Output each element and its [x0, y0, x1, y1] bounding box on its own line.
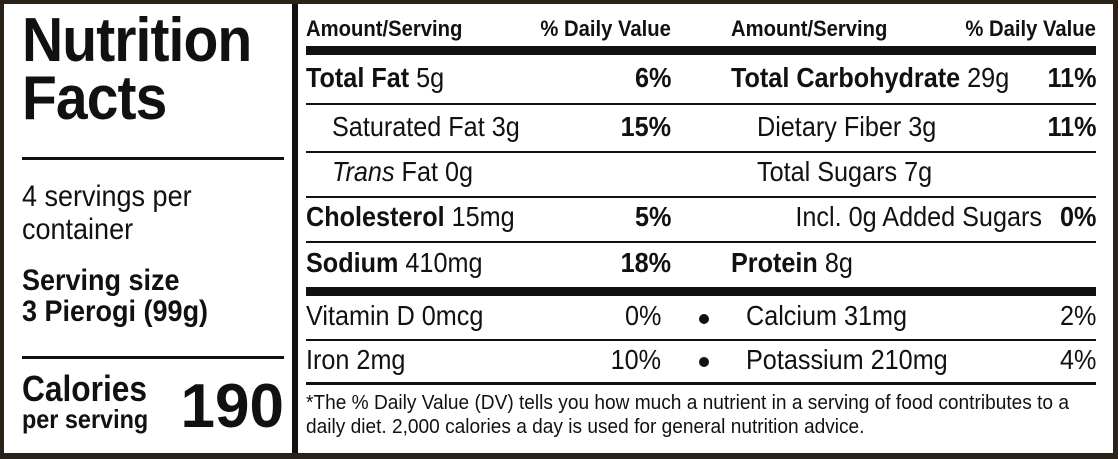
calories-per-serving-label: per serving [22, 404, 149, 434]
dv-dietary-fiber: 11% [1046, 111, 1096, 142]
row-rule [306, 196, 1096, 198]
row-rule [306, 241, 1096, 243]
iron: Iron 2mg [306, 344, 406, 375]
thick-rule [306, 46, 1096, 55]
nutrient-added-sugars: Incl. 0g Added Sugars [795, 201, 1042, 232]
divider [22, 157, 284, 160]
nutrient-saturated-fat: Saturated Fat 3g [332, 111, 520, 142]
header-amount-right: Amount/Serving [731, 16, 888, 41]
dv-total-carbohydrate: 11% [1046, 62, 1096, 93]
row-rule [306, 103, 1096, 105]
label-left-column: Nutrition Facts 4 servings per container… [22, 4, 284, 453]
nutrient-trans-fat: Trans Fat 0g [332, 156, 474, 187]
label-title: Nutrition Facts [22, 6, 252, 133]
daily-value-footnote: *The % Daily Value (DV) tells you how mu… [306, 392, 1069, 438]
bullet-icon [699, 314, 709, 324]
header-dv-left: % Daily Value [540, 16, 671, 41]
bullet-icon [699, 357, 709, 367]
nutrition-label: Nutrition Facts 4 servings per container… [4, 4, 1113, 453]
serving-size-value: 3 Pierogi (99g) [22, 295, 209, 328]
header-dv-right: % Daily Value [965, 16, 1096, 41]
nutrient-table: Amount/Serving % Daily Value Amount/Serv… [306, 4, 1096, 453]
calcium: Calcium 31mg [746, 300, 908, 331]
calories-value: 190 [180, 372, 284, 441]
dv-total-fat: 6% [634, 62, 671, 93]
divider [22, 356, 284, 359]
serving-size-label: Serving size [22, 264, 180, 297]
dv-calcium: 2% [1059, 300, 1096, 331]
dv-added-sugars: 0% [1059, 201, 1096, 232]
nutrient-protein: Protein 8g [731, 247, 853, 278]
nutrient-total-carbohydrate: Total Carbohydrate 29g [731, 62, 1010, 93]
serving-size: Serving size 3 Pierogi (99g) [22, 265, 208, 327]
nutrient-dietary-fiber: Dietary Fiber 3g [757, 111, 937, 142]
nutrient-total-fat: Total Fat 5g [306, 62, 445, 93]
dv-vitamin-d: 0% [624, 300, 661, 331]
footnote-rule [306, 382, 1096, 385]
dv-cholesterol: 5% [634, 201, 671, 232]
nutrient-sodium: Sodium 410mg [306, 247, 483, 278]
header-amount-left: Amount/Serving [306, 16, 463, 41]
dv-saturated-fat: 15% [620, 111, 671, 142]
row-rule [306, 339, 1096, 341]
calories-label: Calories [22, 368, 148, 409]
vitamin-d: Vitamin D 0mcg [306, 300, 484, 331]
column-divider [292, 4, 298, 453]
nutrient-total-sugars: Total Sugars 7g [757, 156, 933, 187]
dv-iron: 10% [610, 344, 661, 375]
nutrient-cholesterol: Cholesterol 15mg [306, 201, 515, 232]
dv-potassium: 4% [1059, 344, 1096, 375]
potassium: Potassium 210mg [746, 344, 948, 375]
thick-rule [306, 287, 1096, 296]
dv-sodium: 18% [620, 247, 671, 278]
row-rule [306, 151, 1096, 153]
servings-per-container: 4 servings per container [22, 180, 192, 246]
